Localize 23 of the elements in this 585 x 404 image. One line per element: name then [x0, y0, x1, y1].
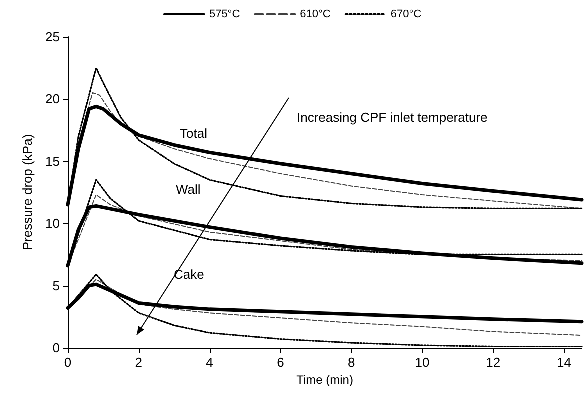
x-tick-label: 8	[348, 355, 356, 370]
legend-label: 610°C	[300, 8, 331, 20]
y-tick-label: 20	[46, 92, 60, 107]
y-tick-label: 10	[46, 216, 60, 232]
legend-label: 670°C	[390, 8, 422, 20]
x-tick-label: 12	[486, 355, 501, 370]
annotation: Increasing CPF inlet temperature	[297, 110, 488, 125]
annotation: Cake	[174, 267, 204, 282]
x-tick-label: 4	[206, 355, 214, 370]
y-tick-label: 0	[52, 340, 60, 356]
y-tick-label: 25	[46, 30, 60, 44]
x-axis-title: Time (min)	[296, 372, 354, 387]
legend-label: 575°C	[209, 8, 240, 20]
x-tick-label: 6	[277, 355, 284, 370]
annotation: Total	[180, 126, 208, 141]
x-tick-label: 0	[64, 355, 72, 370]
x-tick-label: 14	[557, 355, 572, 370]
y-axis-title: Pressure drop (kPa)	[20, 134, 35, 251]
y-tick-label: 5	[52, 278, 60, 294]
annotation: Wall	[176, 182, 201, 197]
x-tick-label: 2	[135, 355, 143, 370]
y-tick-label: 15	[46, 154, 60, 169]
x-tick-label: 10	[415, 355, 430, 370]
